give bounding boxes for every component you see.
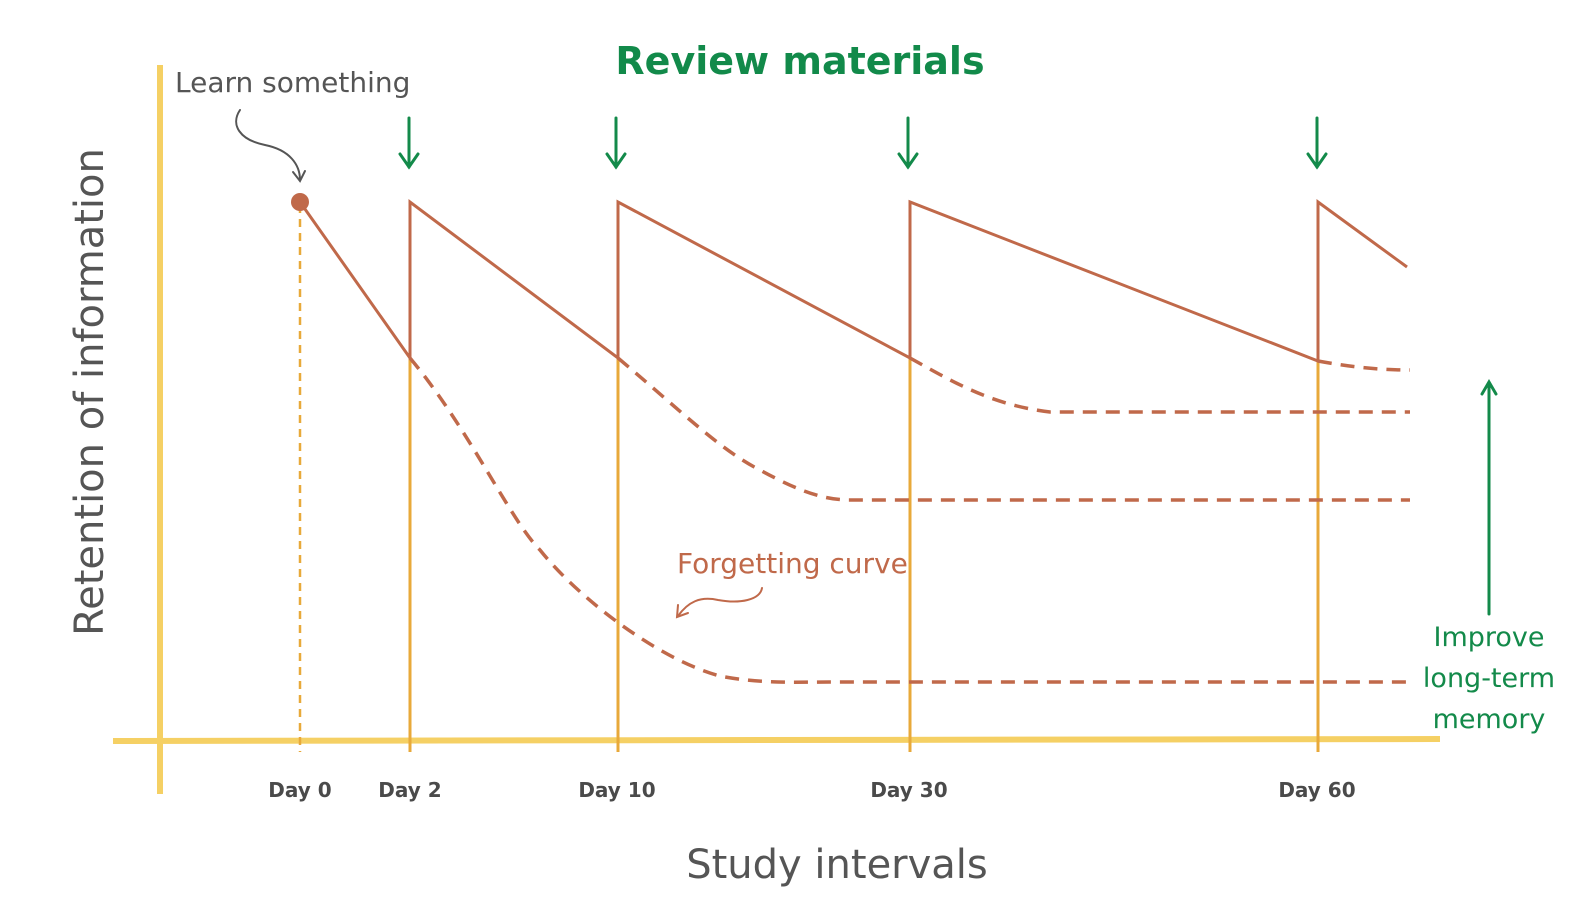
side-note-line-3: memory [1433, 704, 1546, 735]
y-axis-title: Retention of information [67, 148, 113, 636]
x-axis [112, 736, 1441, 744]
down-arrow-icon [897, 116, 919, 170]
tick-day-0: Day 0 [268, 778, 331, 802]
curved-arrow-icon [235, 109, 306, 183]
down-arrow-icon [605, 116, 627, 170]
learn-point [291, 193, 309, 211]
down-arrow-icon [398, 116, 420, 170]
x-axis-title: Study intervals [686, 842, 988, 888]
side-note-line-2: long-term [1423, 663, 1555, 694]
curved-arrow-icon [675, 587, 763, 619]
retention-curve [298, 199, 1408, 364]
up-arrow-icon [1480, 379, 1498, 616]
side-note-line-1: Improve [1433, 622, 1544, 653]
diagram-title: Review materials [615, 39, 984, 83]
tick-day-2: Day 2 [378, 778, 441, 802]
tick-day-60: Day 60 [1278, 778, 1355, 802]
tick-day-10: Day 10 [578, 778, 655, 802]
down-arrow-icon [1306, 116, 1328, 170]
forgetting-curve-day-10 [909, 356, 1410, 414]
forgetting-curve-day-30 [1317, 359, 1411, 372]
forgetting-curve-label: Forgetting curve [677, 547, 908, 580]
forgetting-curve-day-2 [616, 356, 1410, 502]
forgetting-curve-day-0 [408, 356, 1410, 684]
tick-day-30: Day 30 [870, 778, 947, 802]
learn-annotation: Learn something [175, 66, 410, 99]
